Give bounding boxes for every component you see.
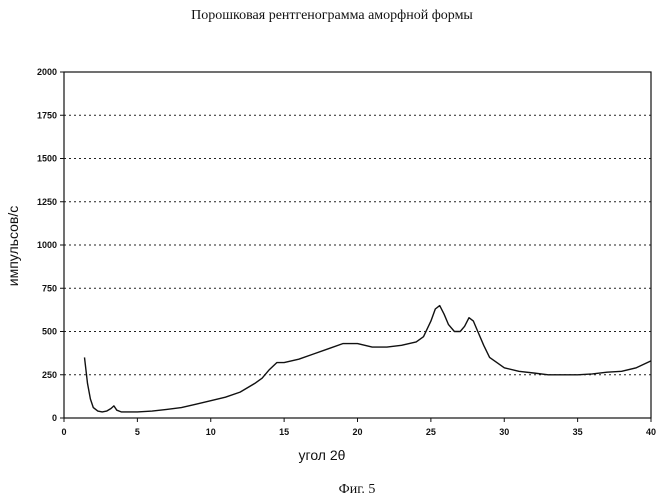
grid-lines [64,114,651,376]
x-tick-label: 25 [426,427,436,437]
plot-frame [63,71,652,419]
chart-title: Порошковая рентгенограмма аморфной формы [191,8,473,23]
x-tick-label: 30 [499,427,509,437]
y-axis-label: импульсов/с [5,206,21,286]
y-tick-label: 500 [42,327,57,337]
x-axis-ticks: 0 5 10 15 20 25 30 35 40 [61,418,656,437]
y-axis-ticks: 0 250 500 750 1000 1250 1500 1750 2000 [37,67,64,423]
y-tick-label: 0 [52,413,57,423]
x-tick-label: 10 [206,427,216,437]
x-tick-label: 20 [352,427,362,437]
x-tick-label: 0 [61,427,66,437]
y-tick-label: 2000 [37,67,57,77]
series-line [83,304,652,413]
y-tick-label: 1000 [37,240,57,250]
y-tick-label: 750 [42,283,57,293]
x-tick-label: 40 [646,427,656,437]
y-tick-label: 250 [42,370,57,380]
x-tick-label: 15 [279,427,289,437]
y-tick-label: 1250 [37,197,57,207]
x-tick-label: 5 [135,427,140,437]
figure-caption: Фиг. 5 [339,482,376,497]
x-tick-label: 35 [573,427,583,437]
x-axis-label: угол 2θ [299,447,346,463]
y-tick-label: 1500 [37,154,57,164]
y-tick-label: 1750 [37,110,57,120]
